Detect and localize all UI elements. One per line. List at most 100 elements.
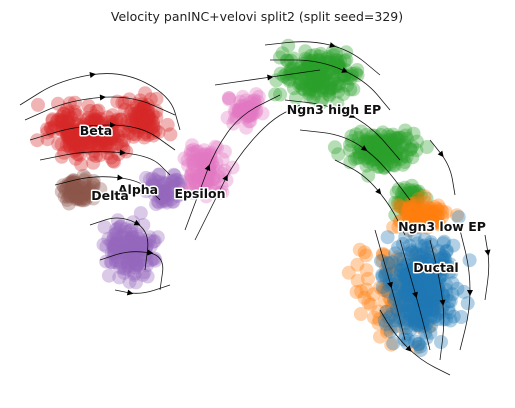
- cell-point: [72, 125, 87, 140]
- cell-point: [351, 137, 366, 152]
- cell-point: [298, 51, 313, 66]
- cell-point: [403, 304, 418, 319]
- cell-point: [420, 286, 434, 301]
- cell-point: [424, 235, 439, 250]
- cell-point: [343, 71, 358, 86]
- cell-point: [411, 304, 426, 319]
- cell-point: [89, 112, 104, 127]
- cell-point: [415, 294, 430, 309]
- cell-point: [417, 232, 432, 247]
- cell-point: [392, 274, 407, 289]
- cell-point: [408, 215, 423, 230]
- cell-point: [62, 128, 77, 143]
- cell-point: [407, 248, 422, 263]
- cell-point: [320, 56, 335, 70]
- cell-point: [326, 48, 341, 63]
- cell-point: [400, 207, 415, 221]
- streamline-arrowhead: [387, 281, 393, 289]
- cell-point: [302, 74, 317, 89]
- cell-point: [391, 195, 406, 210]
- cell-point: [405, 150, 420, 165]
- cell-point: [205, 183, 220, 198]
- cell-point: [158, 183, 173, 198]
- cell-point: [137, 116, 152, 131]
- cell-point: [376, 146, 391, 161]
- cell-point: [315, 79, 330, 94]
- cell-point: [136, 113, 151, 128]
- cell-point: [413, 276, 428, 291]
- cell-point: [128, 112, 143, 127]
- cell-point: [401, 215, 416, 230]
- streamline-arrowhead: [360, 145, 368, 151]
- cell-point: [433, 270, 448, 284]
- cell-point: [127, 247, 142, 262]
- cell-point: [127, 266, 142, 281]
- cell-point: [104, 150, 119, 165]
- cell-point: [337, 53, 352, 68]
- cell-point: [105, 108, 120, 123]
- cell-point: [415, 262, 430, 276]
- cell-point: [251, 89, 266, 104]
- cell-point: [150, 230, 165, 245]
- cell-point: [407, 310, 422, 325]
- cell-point: [70, 190, 85, 205]
- cell-point: [331, 60, 346, 75]
- cell-point: [91, 122, 106, 137]
- cell-point: [398, 196, 413, 211]
- cell-point: [409, 258, 424, 273]
- cell-point: [402, 278, 416, 293]
- cell-point: [410, 266, 425, 281]
- cell-point: [381, 267, 396, 282]
- cell-point: [126, 254, 141, 269]
- cell-point: [72, 140, 87, 155]
- cell-point: [307, 77, 322, 92]
- cell-point: [405, 244, 420, 259]
- cell-point: [146, 115, 161, 130]
- cell-point: [157, 176, 172, 191]
- cell-point: [395, 198, 410, 213]
- cell-point: [132, 243, 147, 258]
- cell-point: [349, 285, 364, 299]
- cell-point: [376, 248, 390, 262]
- cell-point: [426, 296, 441, 311]
- cell-point: [134, 236, 149, 251]
- cell-point: [105, 115, 120, 130]
- cell-point: [74, 193, 89, 208]
- cell-point: [94, 135, 109, 150]
- cell-point: [401, 313, 416, 328]
- cell-point: [415, 277, 430, 292]
- cell-point: [146, 234, 161, 249]
- cell-point: [305, 75, 319, 90]
- cell-point: [241, 100, 256, 115]
- cell-point: [381, 256, 396, 271]
- cell-point: [399, 276, 414, 291]
- cell-point: [416, 260, 431, 275]
- cell-point: [55, 113, 70, 128]
- cell-point: [436, 298, 451, 313]
- cell-point: [190, 144, 205, 159]
- cell-point: [381, 311, 395, 326]
- cell-point: [401, 268, 416, 283]
- cell-point: [133, 236, 148, 250]
- cell-point: [442, 264, 457, 279]
- cell-point: [109, 226, 124, 241]
- cell-point: [60, 127, 75, 142]
- cell-point: [383, 324, 398, 339]
- streamline-arrowhead: [348, 112, 356, 118]
- cell-point: [109, 232, 124, 247]
- cell-point: [422, 253, 437, 268]
- cell-point: [71, 183, 86, 198]
- cell-point: [373, 128, 388, 142]
- cell-point: [357, 134, 372, 149]
- cell-point: [379, 158, 394, 173]
- cell-point: [418, 304, 433, 319]
- cell-point: [352, 150, 367, 165]
- cell-point: [51, 112, 65, 127]
- cell-point: [362, 144, 377, 159]
- cell-point: [378, 149, 393, 164]
- cell-point: [398, 285, 413, 300]
- cell-point: [387, 130, 402, 145]
- cell-point: [238, 110, 253, 125]
- cell-point: [417, 189, 432, 204]
- cell-point: [408, 318, 423, 333]
